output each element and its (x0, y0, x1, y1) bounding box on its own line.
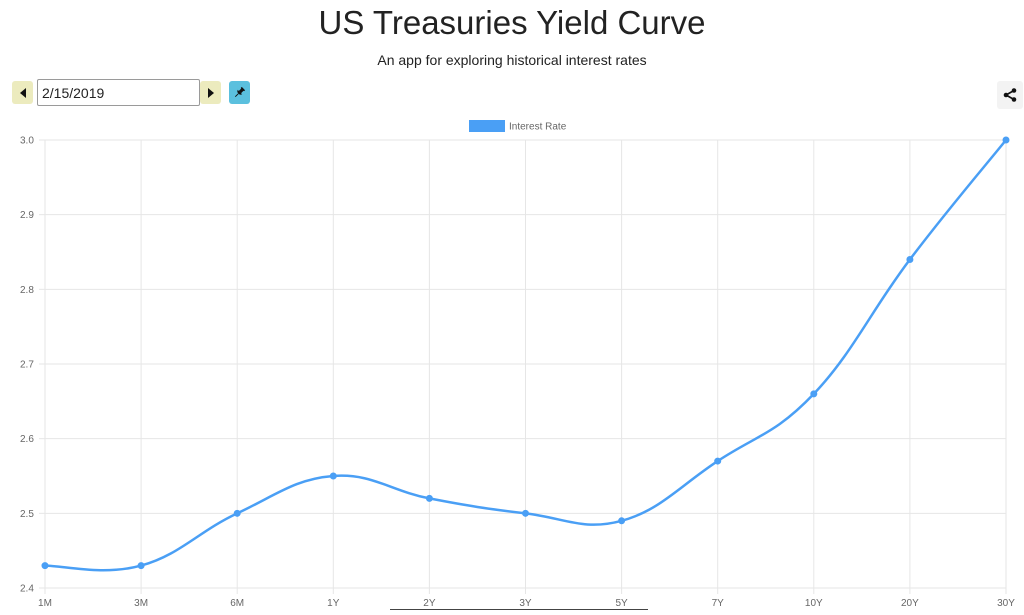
legend-swatch (469, 120, 505, 132)
data-point (618, 517, 626, 525)
data-point (41, 562, 49, 570)
x-tick-label: 5Y (615, 598, 628, 609)
chart-legend: Interest Rate (469, 120, 567, 133)
x-tick-label: 10Y (805, 598, 823, 609)
legend-label: Interest Rate (509, 122, 567, 133)
data-point (425, 494, 433, 502)
chart-axis-labels: 2.4 2.5 2.6 2.7 2.8 2.9 3.0 1M 3M 6M 1Y 2Y 3Y 5Y 7Y 10Y… (20, 136, 1015, 610)
triangle-right-icon (207, 87, 214, 98)
share-icon (1003, 88, 1017, 102)
chart-grid (39, 139, 1007, 594)
data-point (906, 255, 914, 263)
data-point (810, 390, 818, 398)
pin-icon (234, 86, 246, 98)
triangle-left-icon (19, 87, 26, 98)
data-point (522, 509, 529, 517)
y-tick-label: 2.5 (20, 509, 34, 520)
x-tick-label: 6M (230, 598, 244, 609)
page-subtitle: An app for exploring historical interest… (377, 52, 647, 68)
y-tick-label: 2.9 (20, 210, 34, 221)
x-tick-label: 3Y (519, 598, 532, 609)
pin-button[interactable] (229, 81, 250, 104)
page-title: US Treasuries Yield Curve (318, 4, 706, 41)
y-tick-label: 3.0 (20, 136, 34, 147)
x-tick-label: 1M (38, 598, 52, 609)
data-point (233, 509, 241, 517)
x-tick-label: 30Y (997, 598, 1015, 609)
x-tick-label: 1Y (327, 598, 340, 609)
next-date-button[interactable] (200, 81, 221, 104)
y-tick-label: 2.8 (20, 285, 34, 296)
y-tick-label: 2.7 (20, 360, 34, 371)
data-point (137, 562, 145, 570)
share-button[interactable] (997, 81, 1023, 109)
data-point (1002, 136, 1010, 144)
data-point (329, 472, 337, 480)
series-line-interest-rate (44, 139, 1007, 572)
x-tick-label: 20Y (901, 598, 919, 609)
x-tick-label: 7Y (712, 598, 725, 609)
x-tick-label: 3M (134, 598, 148, 609)
previous-date-button[interactable] (12, 81, 33, 104)
chart-series (41, 136, 1010, 572)
date-input[interactable] (37, 79, 200, 106)
horizontal-scrollbar[interactable] (390, 609, 648, 615)
data-point (714, 457, 722, 465)
x-tick-label: 2Y (423, 598, 436, 609)
y-tick-label: 2.6 (20, 434, 34, 445)
y-tick-label: 2.4 (20, 584, 34, 595)
